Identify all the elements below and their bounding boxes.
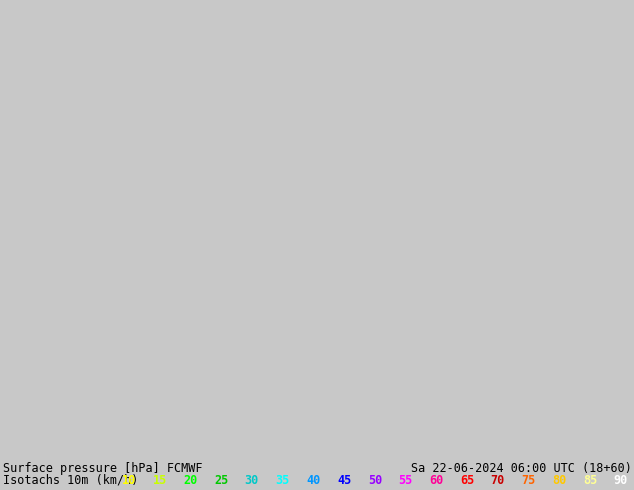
Text: 15: 15 (152, 473, 167, 487)
Text: 30: 30 (245, 473, 259, 487)
Text: 60: 60 (429, 473, 443, 487)
Text: 90: 90 (614, 473, 628, 487)
Text: Isotachs 10m (km/h): Isotachs 10m (km/h) (3, 473, 138, 487)
Text: 10: 10 (122, 473, 136, 487)
Text: 75: 75 (521, 473, 536, 487)
Text: 70: 70 (491, 473, 505, 487)
Text: 40: 40 (306, 473, 320, 487)
Text: 50: 50 (368, 473, 382, 487)
Text: 80: 80 (552, 473, 566, 487)
Text: 65: 65 (460, 473, 474, 487)
Text: 45: 45 (337, 473, 351, 487)
Text: 20: 20 (183, 473, 197, 487)
Text: Surface pressure [hPa] FCMWF: Surface pressure [hPa] FCMWF (3, 462, 202, 475)
Text: 85: 85 (583, 473, 597, 487)
Text: 25: 25 (214, 473, 228, 487)
Text: 55: 55 (399, 473, 413, 487)
Text: 35: 35 (275, 473, 290, 487)
Text: Sa 22-06-2024 06:00 UTC (18+60): Sa 22-06-2024 06:00 UTC (18+60) (411, 462, 631, 475)
